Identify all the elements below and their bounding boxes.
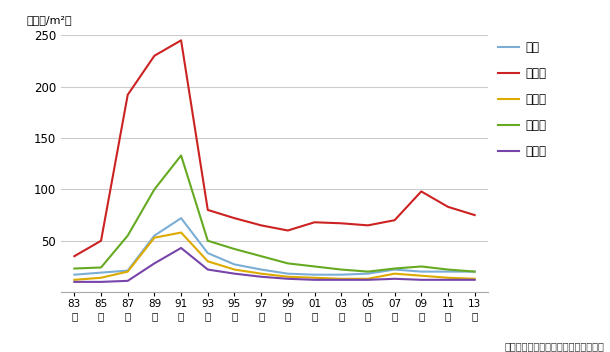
東京都 xyxy=(471,213,478,217)
大阪府 xyxy=(98,265,105,270)
Text: （国土交通省「地価公示」より作成）: （国土交通省「地価公示」より作成） xyxy=(504,341,604,351)
全国 xyxy=(444,270,451,274)
東京都 xyxy=(418,189,425,194)
大阪府 xyxy=(124,233,131,238)
大阪府 xyxy=(204,239,212,243)
愛知県 xyxy=(337,277,345,281)
大阪府 xyxy=(284,261,292,265)
全国 xyxy=(178,216,185,220)
大阪府 xyxy=(178,153,185,158)
福岡県 xyxy=(311,278,318,282)
福岡県 xyxy=(257,275,265,279)
Line: 福岡県: 福岡県 xyxy=(74,248,475,282)
全国 xyxy=(311,272,318,277)
愛知県 xyxy=(151,235,158,240)
愛知県 xyxy=(284,275,292,279)
全国 xyxy=(98,271,105,275)
大阪府 xyxy=(418,264,425,269)
東京都 xyxy=(391,218,398,222)
東京都 xyxy=(337,221,345,225)
大阪府 xyxy=(257,254,265,258)
福岡県 xyxy=(391,277,398,281)
大阪府 xyxy=(391,266,398,271)
愛知県 xyxy=(471,277,478,281)
福岡県 xyxy=(204,268,212,272)
Line: 全国: 全国 xyxy=(74,218,475,275)
愛知県 xyxy=(257,271,265,276)
Line: 大阪府: 大阪府 xyxy=(74,156,475,272)
東京都 xyxy=(98,239,105,243)
福岡県 xyxy=(124,279,131,283)
愛知県 xyxy=(124,270,131,274)
大阪府 xyxy=(311,264,318,269)
東京都 xyxy=(444,205,451,209)
大阪府 xyxy=(231,247,238,251)
全国 xyxy=(204,251,212,255)
全国 xyxy=(124,269,131,273)
愛知県 xyxy=(98,276,105,280)
東京都 xyxy=(231,216,238,220)
全国 xyxy=(284,271,292,276)
東京都 xyxy=(311,220,318,224)
愛知県 xyxy=(231,268,238,272)
東京都 xyxy=(204,208,212,212)
福岡県 xyxy=(471,278,478,282)
東京都 xyxy=(284,228,292,233)
福岡県 xyxy=(231,271,238,276)
福岡県 xyxy=(364,278,371,282)
大阪府 xyxy=(71,266,78,271)
Line: 愛知県: 愛知県 xyxy=(74,233,475,280)
福岡県 xyxy=(98,280,105,284)
全国 xyxy=(257,268,265,272)
愛知県 xyxy=(418,274,425,278)
東京都 xyxy=(364,223,371,227)
全国 xyxy=(471,270,478,274)
Line: 東京都: 東京都 xyxy=(74,40,475,256)
愛知県 xyxy=(71,278,78,282)
東京都 xyxy=(257,223,265,227)
福岡県 xyxy=(178,246,185,250)
全国 xyxy=(231,262,238,266)
全国 xyxy=(391,268,398,272)
大阪府 xyxy=(444,268,451,272)
大阪府 xyxy=(471,270,478,274)
全国 xyxy=(418,270,425,274)
全国 xyxy=(337,272,345,277)
Text: （万円/m²）: （万円/m²） xyxy=(27,15,73,25)
Legend: 全国, 東京都, 愛知県, 大阪府, 福岡県: 全国, 東京都, 愛知県, 大阪府, 福岡県 xyxy=(498,41,547,158)
大阪府 xyxy=(151,187,158,191)
愛知県 xyxy=(311,276,318,280)
全国 xyxy=(151,233,158,238)
愛知県 xyxy=(204,259,212,263)
福岡県 xyxy=(337,278,345,282)
全国 xyxy=(71,272,78,277)
福岡県 xyxy=(444,278,451,282)
愛知県 xyxy=(444,276,451,280)
愛知県 xyxy=(178,231,185,235)
福岡県 xyxy=(284,277,292,281)
東京都 xyxy=(151,54,158,58)
東京都 xyxy=(124,93,131,97)
愛知県 xyxy=(391,271,398,276)
全国 xyxy=(364,271,371,276)
福岡県 xyxy=(71,280,78,284)
大阪府 xyxy=(364,270,371,274)
大阪府 xyxy=(337,268,345,272)
愛知県 xyxy=(364,277,371,281)
東京都 xyxy=(71,254,78,258)
東京都 xyxy=(178,38,185,43)
福岡県 xyxy=(418,278,425,282)
福岡県 xyxy=(151,261,158,265)
